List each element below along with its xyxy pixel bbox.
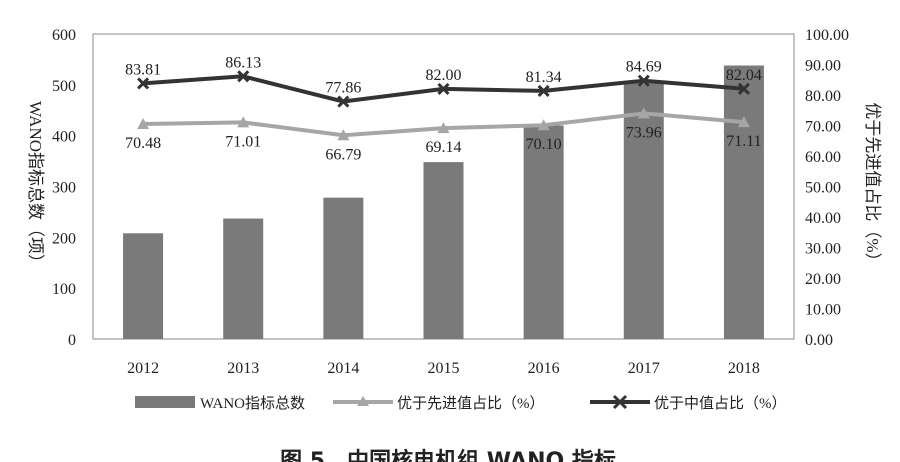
point-median	[537, 84, 550, 97]
bar	[523, 125, 564, 339]
point-advanced	[637, 107, 650, 119]
legend-swatch-bar	[135, 396, 195, 408]
x-tick-label: 2018	[728, 360, 760, 377]
right-tick-label: 80.00	[805, 88, 841, 105]
right-tick-label: 40.00	[805, 210, 841, 227]
right-tick-label: 90.00	[805, 58, 841, 75]
data-label-median: 81.34	[526, 69, 562, 86]
data-label-median: 82.04	[726, 67, 762, 84]
lines: 70.48 71.01 66.79 69.14 70.10 73.96 71.11 83.81…	[125, 54, 762, 163]
x-tick-label: 2015	[428, 360, 460, 377]
left-tick-label: 400	[52, 129, 76, 146]
legend-label-median: 优于中值占比（%）	[654, 395, 787, 412]
left-axis-ticks: 0 100 200 300 400 500 600	[52, 27, 76, 349]
data-label-median: 84.69	[626, 59, 662, 76]
legend: WANO指标总数 优于先进值占比（%） 优于中值占比（%）	[135, 394, 787, 412]
bar	[223, 218, 264, 339]
data-label-advanced: 73.96	[626, 124, 662, 141]
left-tick-label: 500	[52, 78, 76, 95]
x-tick-label: 2012	[127, 360, 159, 377]
point-median	[437, 82, 450, 95]
point-median	[737, 82, 750, 95]
point-median	[637, 74, 650, 87]
right-tick-label: 10.00	[805, 302, 841, 319]
right-axis-title: 优于先进值占比（%）	[863, 102, 882, 269]
bar	[723, 65, 764, 340]
left-tick-label: 100	[52, 281, 76, 298]
data-label-median: 77.86	[325, 80, 361, 97]
data-label-advanced: 70.10	[526, 136, 562, 153]
bar	[623, 83, 664, 339]
legend-marker-advanced	[357, 396, 369, 406]
legend-label-bar: WANO指标总数	[200, 395, 305, 412]
left-tick-label: 200	[52, 230, 76, 247]
left-tick-label: 0	[68, 332, 76, 349]
point-advanced	[437, 122, 450, 134]
figure-caption: 图 5 中国核电机组 WANO 指标	[280, 448, 616, 462]
legend-marker-median	[612, 394, 628, 410]
bar	[323, 197, 364, 339]
data-label-advanced: 71.01	[225, 133, 261, 150]
point-advanced	[137, 118, 150, 130]
right-tick-label: 0.00	[805, 332, 833, 349]
data-label-median: 83.81	[125, 61, 161, 78]
data-label-advanced: 71.11	[726, 133, 761, 150]
right-tick-label: 20.00	[805, 271, 841, 288]
bar	[123, 233, 164, 339]
legend-label-advanced: 优于先进值占比（%）	[397, 395, 545, 412]
data-label-median: 82.00	[426, 67, 462, 84]
point-median	[137, 77, 150, 90]
left-axis-title: WANO指标总数（项）	[26, 101, 45, 271]
left-tick-label: 600	[52, 27, 76, 44]
bar	[423, 162, 464, 339]
right-tick-label: 30.00	[805, 241, 841, 258]
point-advanced	[737, 116, 750, 128]
point-median	[237, 70, 250, 83]
bars	[123, 65, 764, 340]
point-advanced	[537, 119, 550, 131]
point-median	[337, 95, 350, 108]
x-tick-label: 2014	[327, 360, 359, 377]
right-tick-label: 60.00	[805, 149, 841, 166]
right-tick-label: 50.00	[805, 180, 841, 197]
left-tick-label: 300	[52, 180, 76, 197]
data-label-median: 86.13	[225, 54, 261, 71]
data-label-advanced: 66.79	[325, 146, 361, 163]
x-axis-ticks: 2012 2013 2014 2015 2016 2017 2018	[127, 360, 760, 377]
right-tick-label: 70.00	[805, 119, 841, 136]
right-axis-ticks: 0.00 10.00 20.00 30.00 40.00 50.00 60.00 70.00 8…	[805, 27, 849, 349]
x-tick-label: 2016	[528, 360, 560, 377]
point-advanced	[237, 116, 250, 128]
point-advanced	[337, 129, 350, 141]
data-label-advanced: 70.48	[125, 135, 161, 152]
right-tick-label: 100.00	[805, 27, 849, 44]
x-tick-label: 2017	[628, 360, 660, 377]
x-tick-label: 2013	[227, 360, 259, 377]
data-label-advanced: 69.14	[426, 139, 462, 156]
